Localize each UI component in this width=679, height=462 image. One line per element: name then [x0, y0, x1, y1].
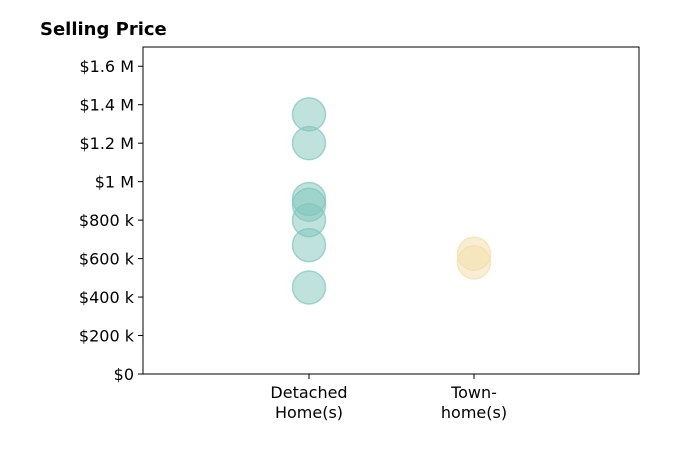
x-axis: Detached Home(s) Town-home(s) [270, 374, 507, 422]
y-tick-label: $0 [114, 365, 134, 384]
x-tick-label-line: Detached [270, 383, 347, 402]
x-tick-label: Town-home(s) [441, 383, 507, 422]
data-points [291, 97, 492, 305]
y-tick-label: $400 k [79, 288, 135, 307]
data-point [291, 97, 327, 132]
chart-title: Selling Price [40, 19, 167, 40]
y-tick-label: $200 k [79, 327, 135, 346]
x-tick-label-line: home(s) [441, 403, 507, 422]
y-axis: $0 $200 k $400 k $600 k $800 k $1 M $1.2 M $1.4… [79, 57, 143, 384]
x-tick-label-line: Home(s) [275, 403, 343, 422]
data-point [456, 245, 492, 280]
x-tick-label-line: Town- [450, 383, 497, 402]
y-tick-label: $1 M [95, 173, 134, 192]
y-tick-label: $1.2 M [79, 134, 134, 153]
data-point [291, 125, 327, 161]
x-tick-label: Detached Home(s) [270, 383, 347, 422]
y-tick-label: $600 k [79, 250, 135, 269]
data-point [291, 270, 327, 305]
y-tick-label: $1.4 M [79, 96, 134, 115]
y-tick-label: $1.6 M [79, 57, 134, 76]
y-tick-label: $800 k [79, 211, 135, 230]
data-point [291, 227, 327, 263]
plot-area-frame [142, 46, 640, 375]
